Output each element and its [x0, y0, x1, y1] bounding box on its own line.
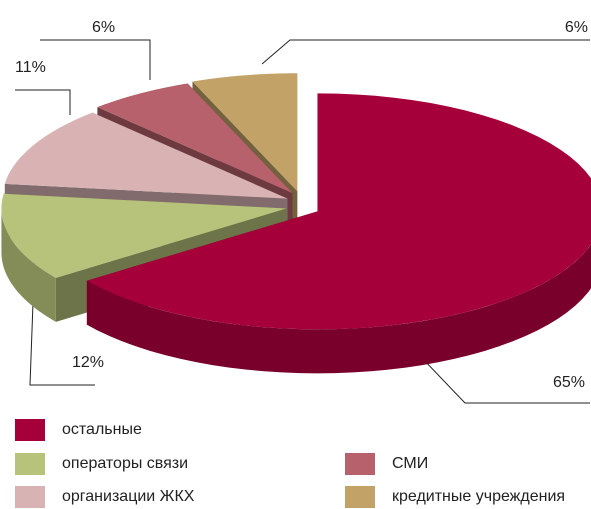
- legend-swatch: [345, 486, 375, 508]
- legend-label: организации ЖКХ: [62, 488, 195, 505]
- leader-line: [15, 89, 71, 115]
- slice-top: [1, 193, 287, 278]
- slice-top: [97, 83, 293, 194]
- value-label: 65%: [553, 374, 585, 391]
- legend-label: операторы связи: [62, 455, 188, 472]
- slice-wall: [1, 208, 56, 322]
- value-label: 11%: [15, 59, 46, 76]
- slice-top: [192, 73, 298, 192]
- slice-top: [4, 112, 288, 199]
- slice-top: [86, 93, 591, 330]
- legend-label: кредитные учреждения: [392, 488, 565, 505]
- slice-wall: [86, 244, 591, 374]
- legend-label: остальные: [62, 421, 142, 438]
- value-label: 6%: [92, 19, 115, 36]
- legend-label: СМИ: [392, 455, 428, 472]
- value-label: 6%: [565, 19, 588, 36]
- legend-swatch: [15, 419, 45, 441]
- legend-swatch: [15, 453, 45, 475]
- leader-line: [40, 39, 151, 80]
- slice: [86, 93, 591, 374]
- legend-swatch: [15, 486, 45, 508]
- legend-swatch: [345, 453, 375, 475]
- value-label: 12%: [72, 354, 104, 371]
- leader-line: [261, 39, 590, 65]
